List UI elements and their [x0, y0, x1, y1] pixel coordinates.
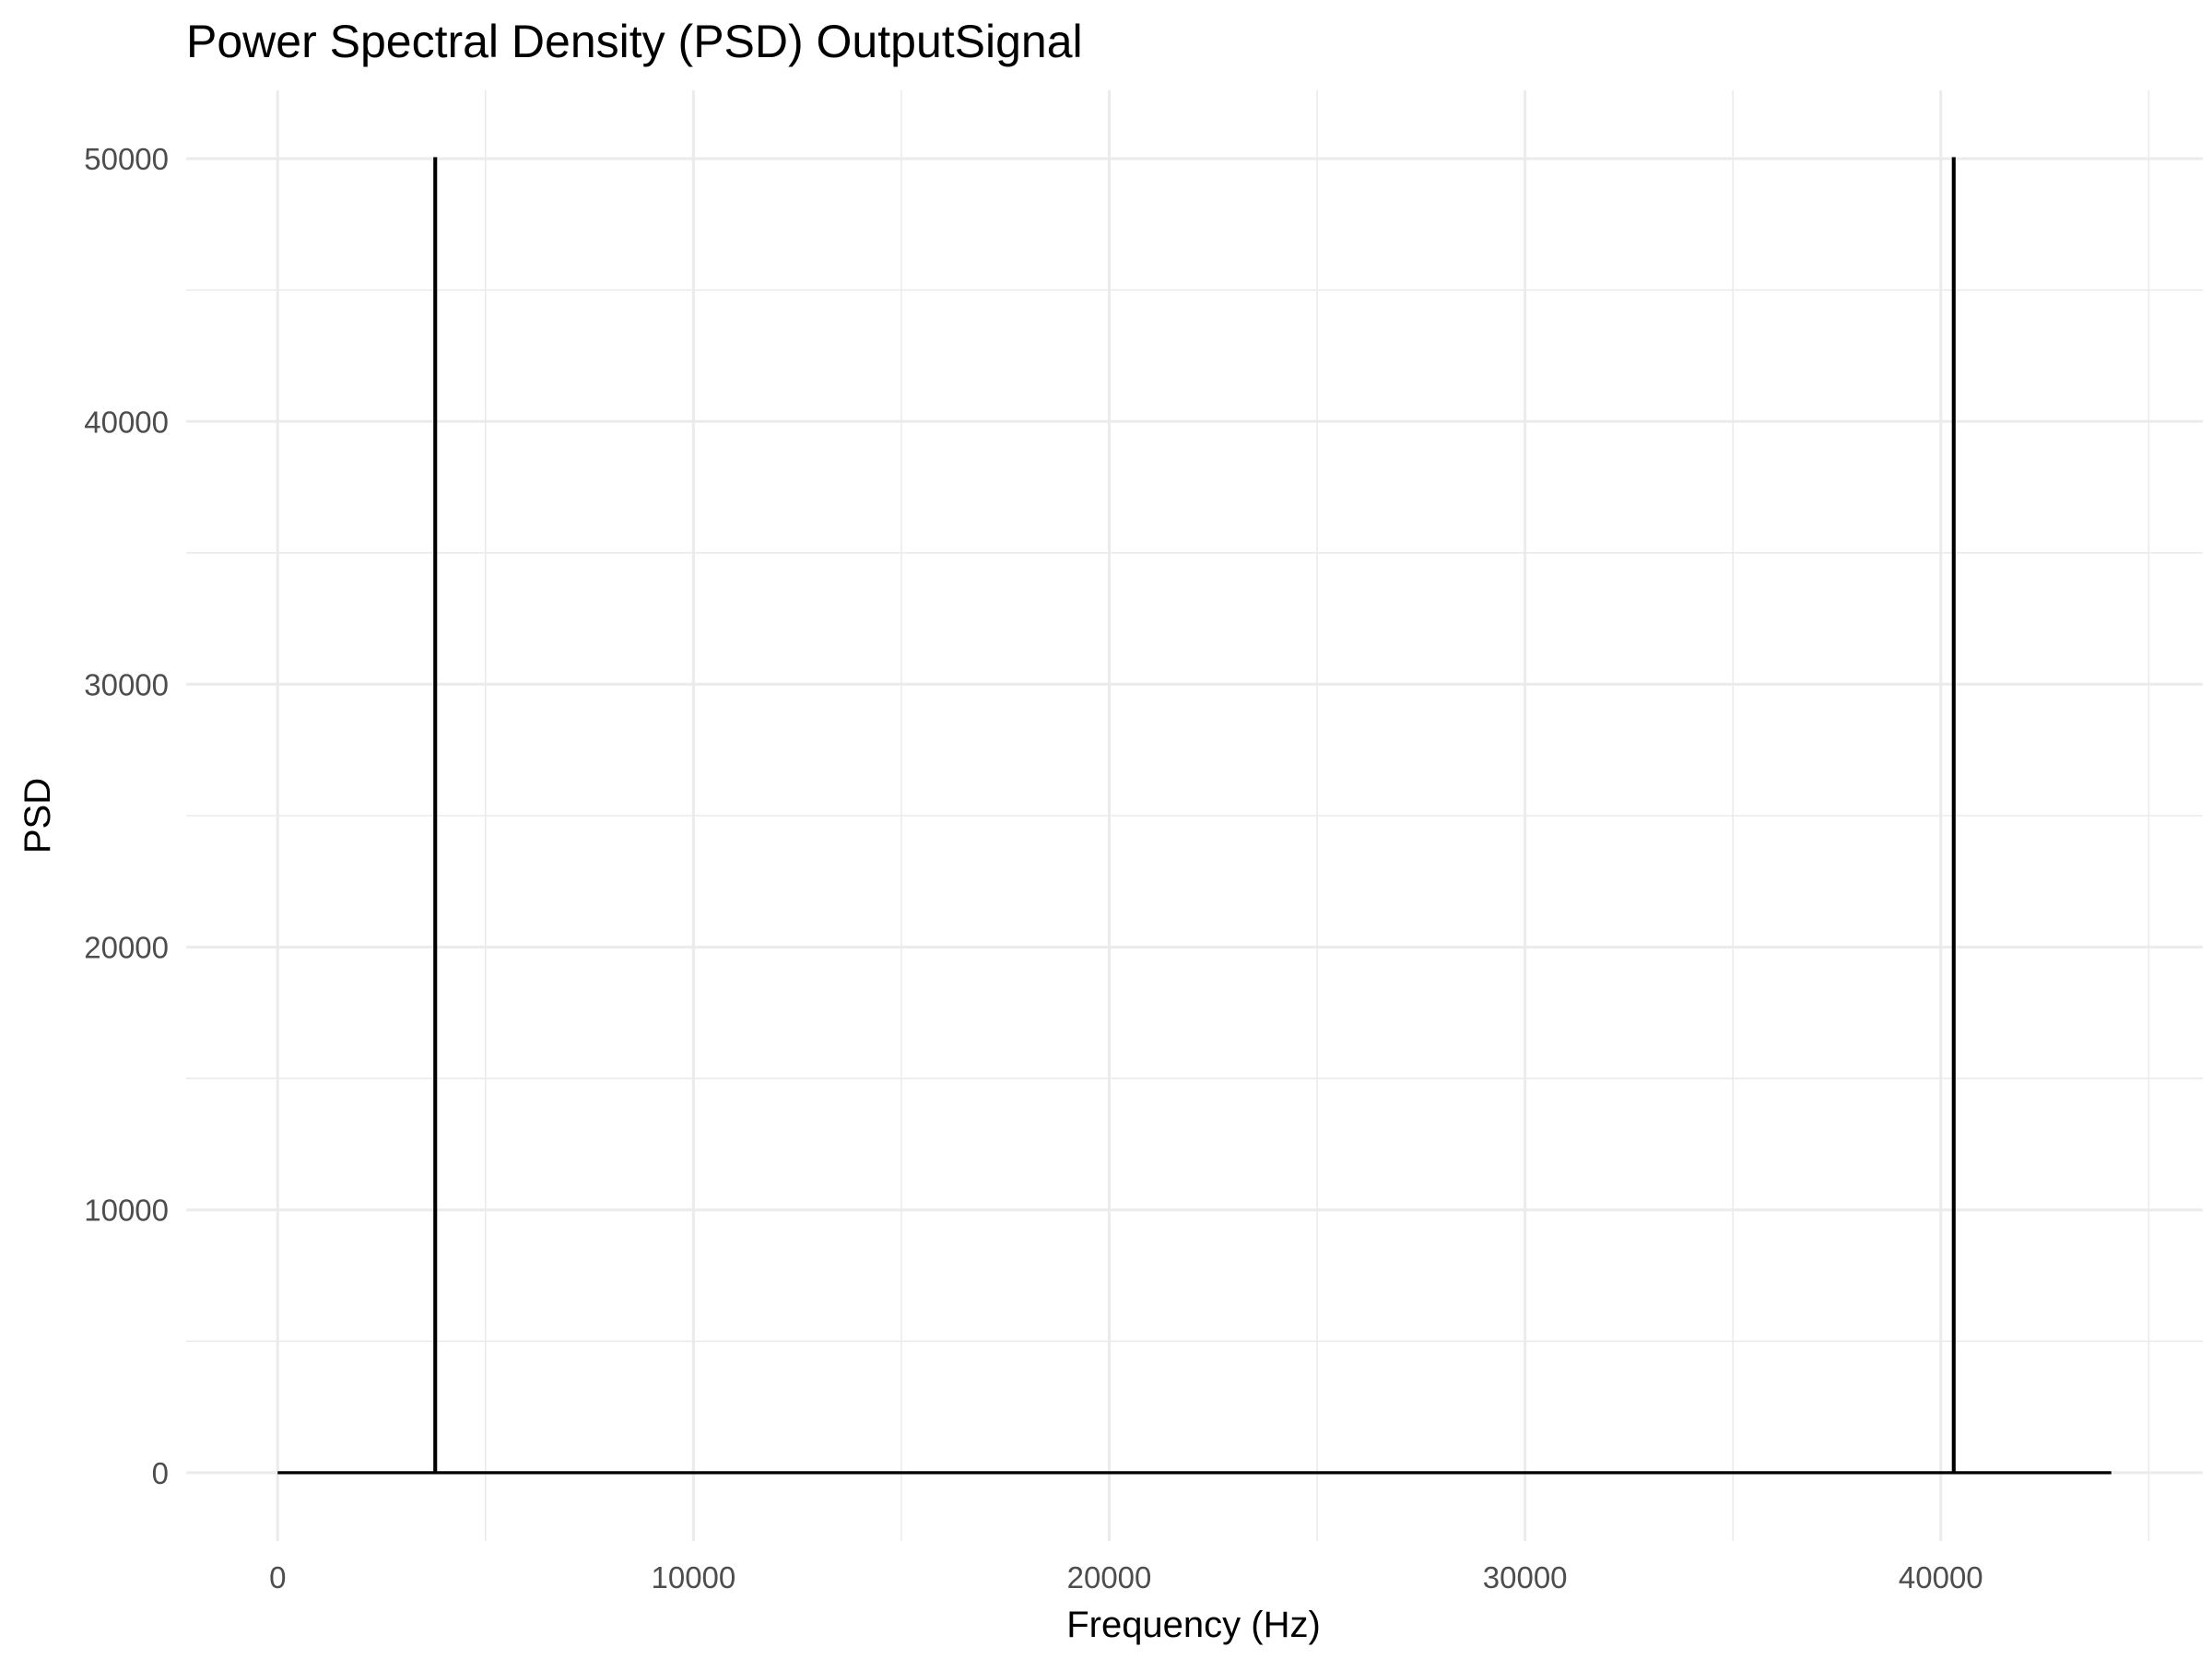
y-tick-label: 0 [152, 1456, 169, 1490]
y-tick-labels: 0 10000 20000 30000 40000 50000 [84, 142, 169, 1490]
x-axis-title: Frequency (Hz) [1066, 1605, 1321, 1645]
grid-layer [186, 90, 2203, 1541]
y-tick-label: 50000 [84, 142, 169, 176]
x-tick-label: 40000 [1899, 1560, 1983, 1594]
psd-series-line [277, 157, 2112, 1475]
chart-title: Power Spectral Density (PSD) OutputSigna… [186, 16, 1083, 67]
x-tick-label: 10000 [652, 1560, 736, 1594]
y-axis-title: PSD [18, 778, 58, 853]
series-layer [277, 157, 2112, 1475]
x-tick-label: 30000 [1483, 1560, 1568, 1594]
y-tick-label: 20000 [84, 931, 169, 965]
y-tick-label: 40000 [84, 405, 169, 439]
x-tick-labels: 0 10000 20000 30000 40000 [269, 1560, 1983, 1594]
x-tick-label: 20000 [1067, 1560, 1152, 1594]
x-tick-label: 0 [269, 1560, 286, 1594]
y-tick-label: 30000 [84, 667, 169, 701]
y-tick-label: 10000 [84, 1194, 169, 1228]
